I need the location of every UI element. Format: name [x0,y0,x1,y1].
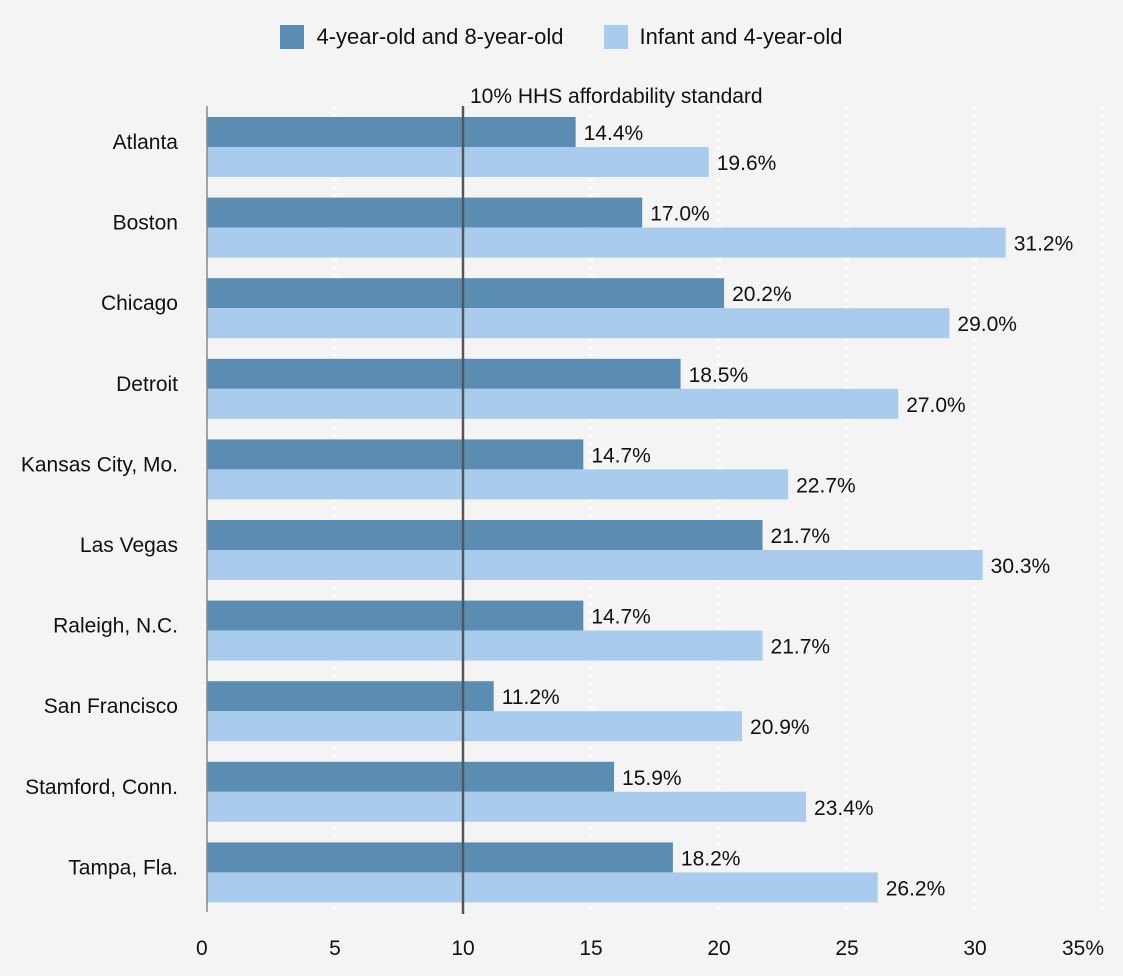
bar-series-2-2 [207,308,950,339]
bar-value-label: 21.7% [771,525,831,548]
x-tick-label: 25 [835,937,858,960]
bar-value-label: 18.2% [681,847,741,870]
legend-swatch-series-2 [603,25,628,49]
bar-series-2-3 [207,388,899,419]
legend-swatch-series-1 [280,25,305,49]
bar-value-label: 17.0% [650,203,710,226]
x-tick-label: 35% [1062,937,1104,960]
chart-legend: 4-year-old and 8-year-old Infant and 4-y… [0,24,1123,50]
bar-value-label: 14.4% [584,122,644,145]
bar-value-label: 27.0% [906,394,966,417]
bar-series-2-4 [207,469,789,500]
bar-value-label: 26.2% [886,877,946,900]
legend-item-series-2: Infant and 4-year-old [603,24,843,50]
bar-series-1-3 [207,358,681,389]
axes: Atlanta Boston Chicago Detroit Kansas City, … [21,106,1104,960]
bar-series-2-6 [207,630,763,661]
bar-value-label: 20.2% [732,283,792,306]
x-tick-label: 10 [451,937,474,960]
x-tick-label: 15 [579,937,602,960]
category-label: Stamford, Conn. [25,776,178,799]
bar-value-label: 14.7% [591,606,651,629]
legend-item-series-1: 4-year-old and 8-year-old [280,24,564,50]
bar-series-1-7 [207,681,494,712]
category-label: Raleigh, N.C. [53,615,178,638]
bar-series-2-7 [207,711,743,742]
bar-value-label: 21.7% [771,636,831,659]
legend-label-series-1: 4-year-old and 8-year-old [316,24,564,49]
category-label: San Francisco [44,695,178,718]
bar-series-1-9 [207,842,673,873]
bar-series-1-8 [207,761,615,792]
category-label: Boston [113,212,178,235]
bar-value-label: 31.2% [1014,233,1074,256]
bar-value-labels: 14.4% 19.6% 17.0% 31.2% 20.2% 29.0% 18.5% 27.0%… [502,122,1074,900]
legend-label-series-2: Infant and 4-year-old [639,24,843,49]
category-label: Tampa, Fla. [68,856,178,879]
category-label: Detroit [116,373,178,396]
bar-series-2-5 [207,550,983,580]
bar-series-1-4 [207,439,584,470]
bar-value-label: 30.3% [991,555,1051,578]
bar-series-2-0 [207,147,709,177]
x-tick-label: 20 [707,937,730,960]
bar-value-label: 15.9% [622,767,682,790]
category-label: Las Vegas [80,534,178,557]
category-label: Kansas City, Mo. [21,453,178,476]
bar-value-label: 20.9% [750,716,810,739]
bar-value-label: 19.6% [717,152,777,175]
bar-value-label: 18.5% [689,364,749,387]
x-tick-label: 0 [196,937,208,960]
bar-value-label: 22.7% [796,474,856,497]
bar-series-1-0 [207,117,576,147]
x-tick-label: 5 [329,937,341,960]
bar-series-2-9 [207,872,878,903]
bar-value-label: 29.0% [957,313,1017,336]
bar-value-label: 14.7% [591,444,651,467]
x-tick-label: 30 [963,937,986,960]
bar-series-2-1 [207,227,1006,258]
bar-series-1-2 [207,278,725,309]
bar-series-2-8 [207,791,807,822]
bar-value-label: 11.2% [502,686,560,709]
bar-series-1-5 [207,520,763,550]
bar-value-label: 23.4% [814,797,874,820]
category-label: Chicago [101,292,178,315]
bar-series-1-6 [207,600,584,631]
category-label: Atlanta [113,131,179,154]
reference-line-group: 10% HHS affordability standard [461,85,763,914]
bar-series-1-1 [207,197,643,228]
bars [207,117,1006,903]
reference-line-label: 10% HHS affordability standard [470,85,763,108]
